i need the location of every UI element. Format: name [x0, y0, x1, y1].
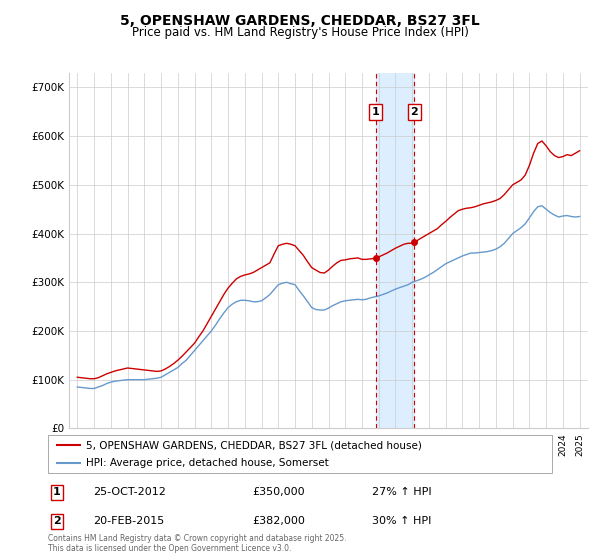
Text: 1: 1 — [372, 107, 380, 117]
Text: HPI: Average price, detached house, Somerset: HPI: Average price, detached house, Some… — [86, 458, 329, 468]
Text: £382,000: £382,000 — [252, 516, 305, 526]
Bar — [376, 73, 415, 428]
Text: Contains HM Land Registry data © Crown copyright and database right 2025.
This d: Contains HM Land Registry data © Crown c… — [48, 534, 347, 553]
FancyBboxPatch shape — [48, 435, 552, 473]
Text: 25-OCT-2012: 25-OCT-2012 — [93, 487, 166, 497]
Text: £350,000: £350,000 — [252, 487, 305, 497]
Text: Price paid vs. HM Land Registry's House Price Index (HPI): Price paid vs. HM Land Registry's House … — [131, 26, 469, 39]
Text: 5, OPENSHAW GARDENS, CHEDDAR, BS27 3FL: 5, OPENSHAW GARDENS, CHEDDAR, BS27 3FL — [120, 14, 480, 28]
Text: 30% ↑ HPI: 30% ↑ HPI — [372, 516, 431, 526]
Text: 2: 2 — [410, 107, 418, 117]
Text: 27% ↑ HPI: 27% ↑ HPI — [372, 487, 431, 497]
Text: 2: 2 — [53, 516, 61, 526]
Text: 20-FEB-2015: 20-FEB-2015 — [93, 516, 164, 526]
Text: 1: 1 — [53, 487, 61, 497]
Text: 5, OPENSHAW GARDENS, CHEDDAR, BS27 3FL (detached house): 5, OPENSHAW GARDENS, CHEDDAR, BS27 3FL (… — [86, 440, 422, 450]
